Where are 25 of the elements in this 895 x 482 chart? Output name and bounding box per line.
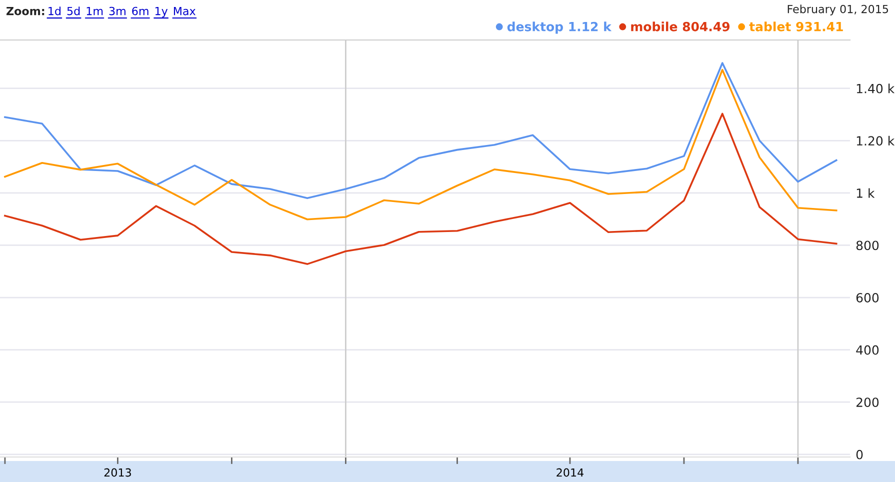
y-tick-label: 1.20 k (856, 136, 895, 146)
x-tick-label: 2014 (556, 468, 584, 477)
legend-label: desktop 1.12 k (507, 22, 612, 34)
text: 3m (109, 6, 126, 16)
text: February 01, 2015 (788, 4, 888, 16)
legend-label: mobile 804.49 (631, 22, 730, 32)
x-tick-label: 2013 (104, 468, 131, 477)
text: 1m (86, 6, 103, 16)
y-tick-label: 1.40 k (856, 84, 895, 94)
text: Zoom: (6, 6, 44, 16)
text: 1d (48, 6, 60, 16)
line-series (4, 112, 838, 265)
y-tick-label: 200 (856, 398, 879, 408)
line-series (4, 68, 838, 220)
text: 5d (67, 6, 80, 16)
legend-label: tablet 931.41 (749, 22, 843, 32)
y-tick-label: 600 (856, 292, 879, 302)
text: 1y (155, 6, 168, 18)
y-tick-label: 0 (856, 450, 863, 460)
y-tick-label: 400 (856, 345, 879, 355)
text: Max (174, 6, 196, 16)
text: 6m (132, 6, 148, 16)
y-tick-label: 800 (856, 240, 879, 250)
line-series (4, 62, 838, 200)
y-tick-label: 1 k (856, 188, 875, 198)
